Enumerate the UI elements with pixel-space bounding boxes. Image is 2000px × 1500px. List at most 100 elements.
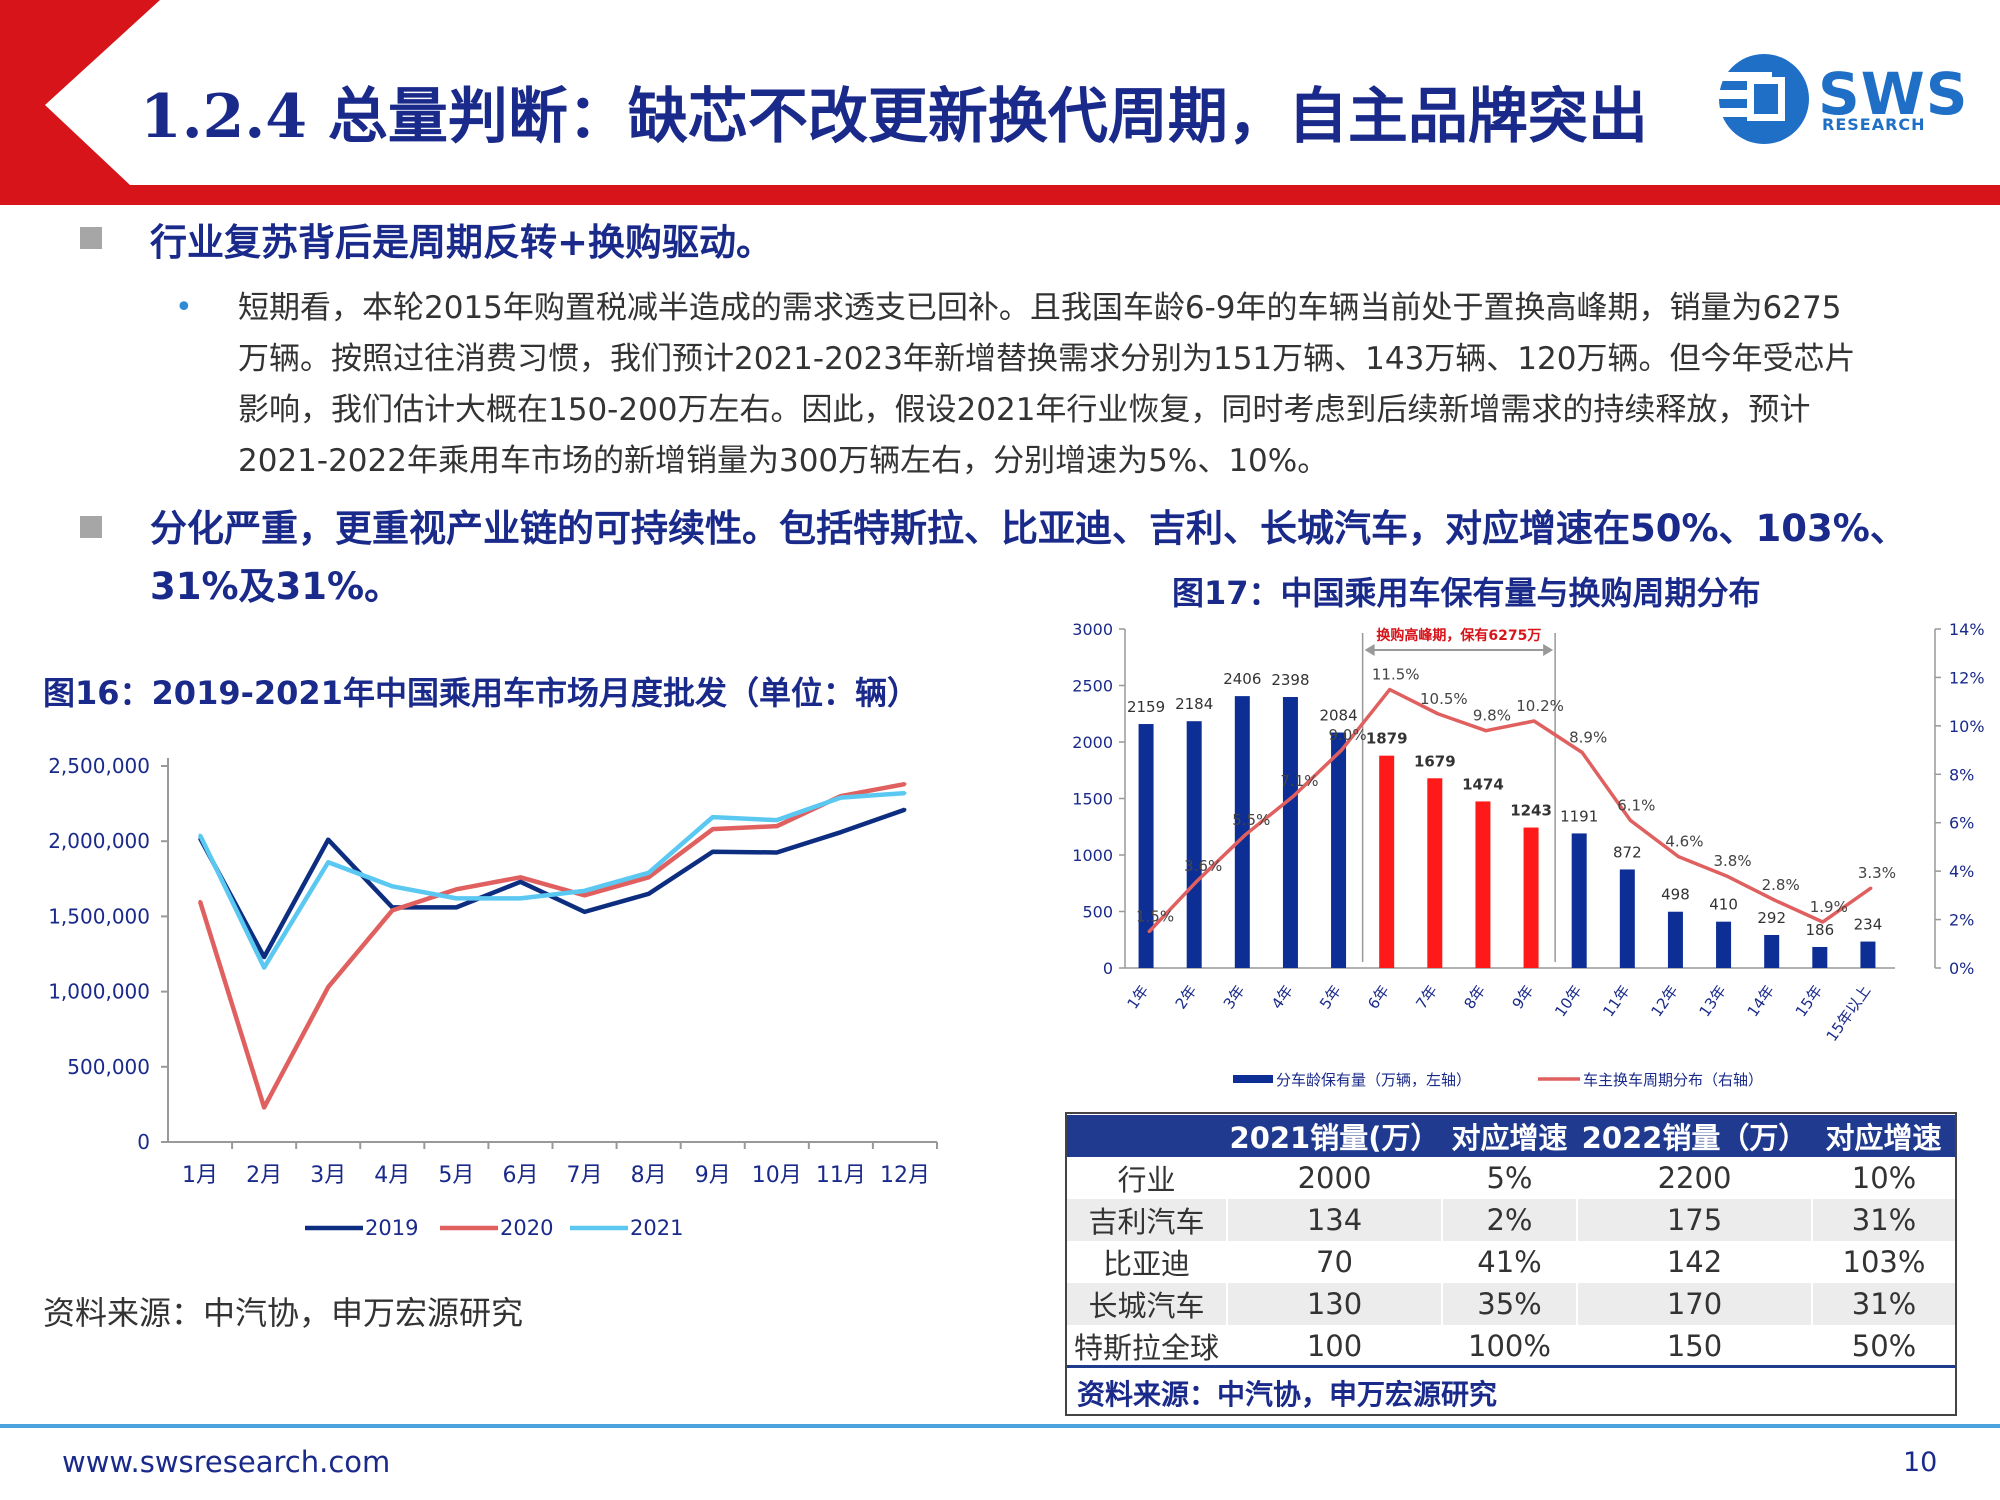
bar-value-label: 498 xyxy=(1661,886,1690,904)
right-tick-label: 2% xyxy=(1949,911,1974,930)
line-point xyxy=(1773,898,1777,902)
data-point xyxy=(326,985,330,989)
fig16-source: 资料来源：中汽协，申万宏源研究 xyxy=(43,1294,524,1332)
left-tick-label: 2500 xyxy=(1072,677,1113,696)
y-tick-label: 500,000 xyxy=(67,1055,150,1079)
table-cell: 5% xyxy=(1441,1157,1577,1199)
series-line-2020 xyxy=(197,781,906,1110)
data-point xyxy=(839,796,843,800)
table-header-cell: 2021销量(万） xyxy=(1227,1115,1442,1157)
pct-label: 1.9% xyxy=(1810,898,1848,916)
paragraph-line: 短期看，本轮2015年购置税减半造成的需求透支已回补。且我国车龄6-9年的车辆当… xyxy=(238,290,1842,326)
table-cell: 2200 xyxy=(1576,1157,1812,1199)
paragraph-line: 影响，我们估计大概在150-200万左右。因此，假设2021年行业恢复，同时考虑… xyxy=(238,392,1811,428)
table-cell: 50% xyxy=(1811,1325,1955,1367)
x-tick-label: 3年 xyxy=(1220,982,1249,1012)
data-point xyxy=(518,875,522,879)
bar-value-label: 410 xyxy=(1709,896,1738,914)
bar-value-label: 1474 xyxy=(1462,775,1504,793)
right-tick-label: 10% xyxy=(1949,717,1985,736)
data-point xyxy=(647,871,651,875)
table-header-cell: 2022销量（万） xyxy=(1577,1115,1812,1157)
fig16-line-chart: 0 500,000 1,000,000 1,500,000 2,000,000 2,500… xyxy=(48,754,938,1240)
x-tick-label: 4月 xyxy=(374,1163,410,1188)
line-point xyxy=(1243,833,1247,837)
pct-label: 10.5% xyxy=(1420,690,1468,708)
bullet-1-paragraph: 短期看，本轮2015年购置税减半造成的需求透支已回补。且我国车龄6-9年的车辆当… xyxy=(238,283,1978,487)
highlight-arrow-head-right xyxy=(1543,644,1554,656)
data-point xyxy=(775,818,779,822)
bar-9年 xyxy=(1523,827,1539,968)
x-tick-label: 12月 xyxy=(880,1163,930,1188)
table-row: 吉利汽车 134 2% 175 31% xyxy=(1067,1199,1955,1241)
data-point xyxy=(583,893,587,897)
bar-14年 xyxy=(1764,935,1780,968)
bar-3年 xyxy=(1234,696,1250,968)
bar-value-label: 1879 xyxy=(1366,730,1408,748)
cycle-distribution-line xyxy=(1147,687,1872,933)
data-point xyxy=(647,875,651,879)
x-tick-label: 5年 xyxy=(1316,982,1345,1012)
footer-divider xyxy=(0,1424,2000,1428)
highlight-annotation: 换购高峰期，保有6275万 xyxy=(1376,627,1541,644)
pct-label: 6.1% xyxy=(1617,796,1655,814)
table-cell: 103% xyxy=(1811,1241,1955,1283)
x-tick-label: 14年 xyxy=(1744,982,1778,1020)
x-tick-label: 11年 xyxy=(1599,982,1633,1020)
x-tick-label: 2月 xyxy=(246,1163,282,1188)
left-tick-label: 2000 xyxy=(1072,733,1113,752)
data-point xyxy=(518,880,522,884)
bar-value-label: 234 xyxy=(1854,916,1883,934)
line-point xyxy=(1532,719,1536,723)
table-source-divider xyxy=(1067,1365,1955,1368)
x-tick-label: 10年 xyxy=(1551,982,1585,1020)
bar-value-label: 292 xyxy=(1757,909,1786,927)
table-row: 特斯拉全球 100 100% 150 50% xyxy=(1067,1325,1955,1367)
table-cell: 吉利汽车 xyxy=(1067,1199,1227,1241)
series-line-2019 xyxy=(198,807,906,960)
data-point xyxy=(711,827,715,831)
table-cell: 134 xyxy=(1226,1199,1442,1241)
line-point xyxy=(1484,729,1488,733)
table-header-row: 2021销量(万） 对应增速 2022销量（万） 对应增速 xyxy=(1067,1115,1955,1157)
bar-value-label: 1679 xyxy=(1414,752,1456,770)
table-cell: 2000 xyxy=(1226,1157,1442,1199)
pct-label: 1.5% xyxy=(1136,908,1174,926)
page-number: 10 xyxy=(1903,1447,1938,1478)
fig16-title: 图16：2019-2021年中国乘用车市场月度批发（单位：辆） xyxy=(43,674,919,712)
table-cell: 100 xyxy=(1226,1325,1442,1367)
data-point xyxy=(326,860,330,864)
logo-subtitle: RESEARCH xyxy=(1822,115,1926,134)
bar-2年 xyxy=(1186,721,1202,968)
data-point xyxy=(903,782,907,786)
pct-label: 2.8% xyxy=(1762,876,1800,894)
data-point xyxy=(390,884,394,888)
sub-bullet-dot: • xyxy=(175,290,193,325)
table-cell: 31% xyxy=(1811,1283,1955,1325)
x-tick-label: 13年 xyxy=(1696,982,1730,1020)
pct-label: 3.6% xyxy=(1184,857,1222,875)
footer-url[interactable]: www.swsresearch.com xyxy=(62,1445,391,1479)
table-header-cell: 对应增速 xyxy=(1812,1115,1955,1157)
x-tick-label: 11月 xyxy=(816,1163,866,1188)
header-background xyxy=(0,0,2000,205)
page-title: 1.2.4 总量判断：缺芯不改更新换代周期，自主品牌突出 xyxy=(140,82,1648,152)
bullet-square xyxy=(80,516,102,538)
x-tick-label: 12年 xyxy=(1647,982,1681,1020)
right-tick-label: 8% xyxy=(1949,765,1974,784)
line-point xyxy=(1580,750,1584,754)
right-tick-label: 14% xyxy=(1949,620,1985,639)
x-tick-label: 10月 xyxy=(752,1163,802,1188)
table-cell: 长城汽车 xyxy=(1067,1283,1227,1325)
table-cell: 行业 xyxy=(1117,1163,1176,1197)
left-tick-label: 1500 xyxy=(1072,790,1113,809)
table-source: 资料来源：中汽协，申万宏源研究 xyxy=(1077,1378,1498,1411)
fig17-title: 图17：中国乘用车保有量与换购周期分布 xyxy=(1172,574,1761,612)
x-tick-label: 1年 xyxy=(1124,982,1153,1012)
table-cell: 100% xyxy=(1441,1325,1577,1367)
heading-line: 分化严重，更重视产业链的可持续性。包括特斯拉、比亚迪、吉利、长城汽车，对应增速在… xyxy=(150,507,1907,550)
table-cell: 10% xyxy=(1811,1157,1955,1199)
bar-8年 xyxy=(1475,801,1491,968)
data-point xyxy=(775,850,779,854)
pct-label: 11.5% xyxy=(1372,666,1420,684)
